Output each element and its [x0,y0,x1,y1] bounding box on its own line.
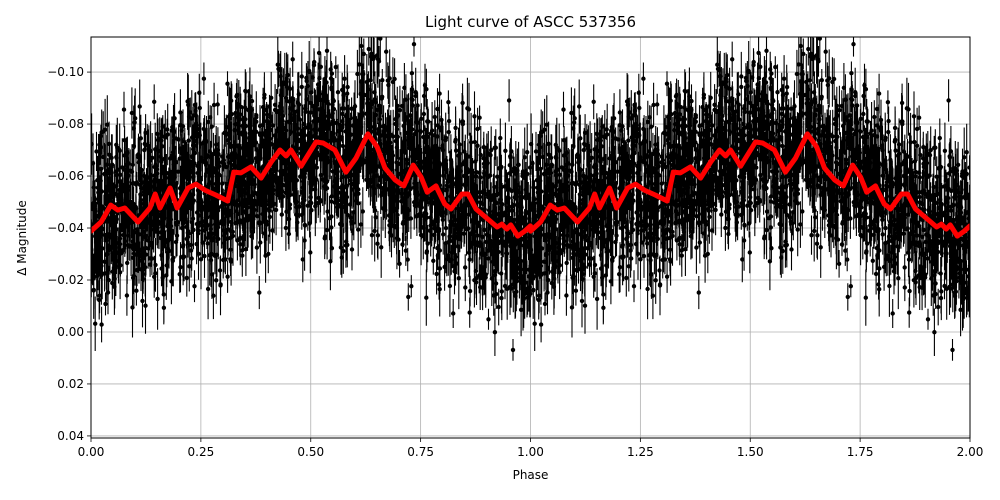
y-axis-label: Δ Magnitude [15,200,29,276]
chart-title: Light curve of ASCC 537356 [425,13,636,31]
y-tick-label: −0.06 [47,169,84,183]
y-axis-ticks: −0.10 −0.08 −0.06 −0.04 −0.02 0.00 0.02 0.04 [47,65,91,443]
data-points [91,37,970,361]
x-tick-label: 0.50 [297,445,324,459]
y-tick-label: −0.02 [47,273,84,287]
binned-curve [91,131,970,239]
y-tick-label: 0.04 [57,429,84,443]
y-tick-label: 0.00 [57,325,84,339]
x-tick-label: 1.50 [737,445,764,459]
x-tick-label: 1.25 [627,445,654,459]
x-tick-label: 0.75 [407,445,434,459]
x-tick-label: 0.00 [78,445,105,459]
x-tick-label: 2.00 [957,445,984,459]
x-axis-ticks: 0.00 0.25 0.50 0.75 1.00 1.25 1.50 1.75 2.00 [78,438,984,459]
y-tick-label: −0.10 [47,65,84,79]
y-tick-label: −0.08 [47,117,84,131]
y-tick-label: −0.04 [47,221,84,235]
y-tick-label: 0.02 [57,377,84,391]
x-tick-label: 1.75 [847,445,874,459]
x-tick-label: 0.25 [188,445,215,459]
x-axis-label: Phase [512,468,549,482]
x-tick-label: 1.00 [517,445,544,459]
